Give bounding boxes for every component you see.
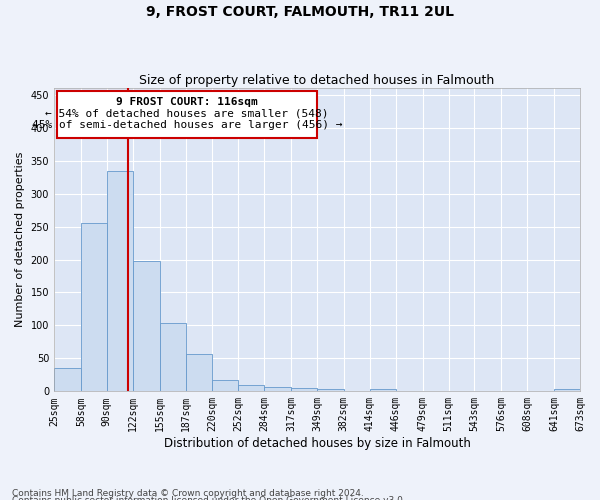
- Text: 9 FROST COURT: 116sqm: 9 FROST COURT: 116sqm: [116, 96, 258, 106]
- Bar: [54, 368, 81, 392]
- Bar: [317, 390, 344, 392]
- Bar: [238, 384, 264, 392]
- Text: Contains HM Land Registry data © Crown copyright and database right 2024.: Contains HM Land Registry data © Crown c…: [12, 488, 364, 498]
- Text: 45% of semi-detached houses are larger (456) →: 45% of semi-detached houses are larger (…: [32, 120, 343, 130]
- Y-axis label: Number of detached properties: Number of detached properties: [15, 152, 25, 328]
- Text: Contains public sector information licensed under the Open Government Licence v3: Contains public sector information licen…: [12, 496, 406, 500]
- Bar: [212, 380, 238, 392]
- Title: Size of property relative to detached houses in Falmouth: Size of property relative to detached ho…: [139, 74, 494, 87]
- Bar: [554, 388, 580, 392]
- X-axis label: Distribution of detached houses by size in Falmouth: Distribution of detached houses by size …: [164, 437, 470, 450]
- Bar: [160, 324, 185, 392]
- Bar: [264, 386, 291, 392]
- FancyBboxPatch shape: [57, 92, 317, 138]
- Text: ← 54% of detached houses are smaller (548): ← 54% of detached houses are smaller (54…: [46, 108, 329, 118]
- Bar: [81, 224, 107, 392]
- Text: 9, FROST COURT, FALMOUTH, TR11 2UL: 9, FROST COURT, FALMOUTH, TR11 2UL: [146, 5, 454, 19]
- Bar: [370, 388, 396, 392]
- Bar: [291, 388, 317, 392]
- Bar: [133, 262, 160, 392]
- Bar: [107, 170, 133, 392]
- Bar: [185, 354, 212, 392]
